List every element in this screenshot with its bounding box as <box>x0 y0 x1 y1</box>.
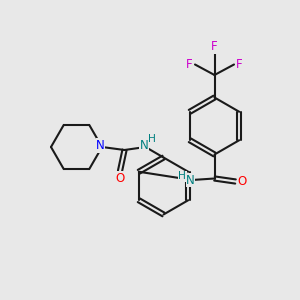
Text: O: O <box>238 175 247 188</box>
Text: O: O <box>116 172 124 185</box>
Text: N: N <box>140 139 148 152</box>
Text: H: H <box>178 171 186 182</box>
Text: F: F <box>211 40 218 53</box>
Text: F: F <box>236 58 243 71</box>
Text: H: H <box>148 134 156 145</box>
Text: N: N <box>96 139 105 152</box>
Text: N: N <box>186 173 195 187</box>
Text: F: F <box>186 58 193 71</box>
